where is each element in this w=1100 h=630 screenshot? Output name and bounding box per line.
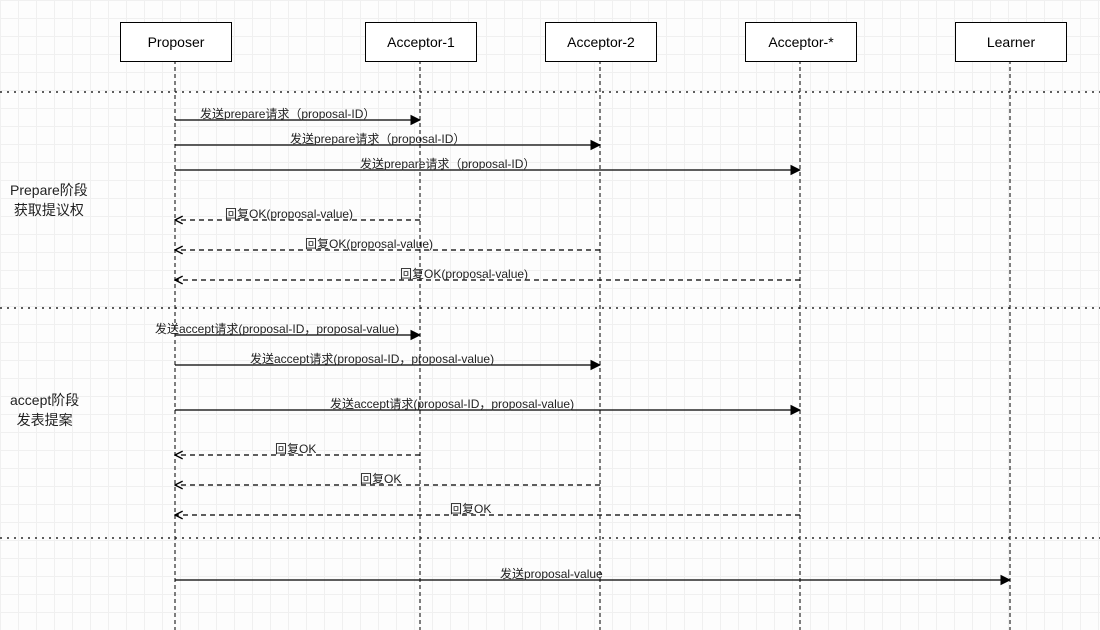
message-label-6: 发送accept请求(proposal-ID，proposal-value) [155, 320, 399, 337]
actor-box-acceptor1: Acceptor-1 [365, 22, 477, 62]
actor-box-acceptorN: Acceptor-* [745, 22, 857, 62]
message-label-0: 发送prepare请求（proposal-ID） [200, 105, 375, 122]
message-label-2: 发送prepare请求（proposal-ID） [360, 155, 535, 172]
message-label-12: 发送proposal-value [500, 565, 603, 582]
actor-box-learner: Learner [955, 22, 1067, 62]
sequence-svg [0, 0, 1100, 630]
phase-label-0: Prepare阶段获取提议权 [10, 180, 88, 220]
message-label-1: 发送prepare请求（proposal-ID） [290, 130, 465, 147]
message-label-9: 回复OK [275, 440, 316, 457]
message-label-8: 发送accept请求(proposal-ID，proposal-value) [330, 395, 574, 412]
message-label-3: 回复OK(proposal-value) [225, 205, 353, 222]
actor-box-acceptor2: Acceptor-2 [545, 22, 657, 62]
message-label-10: 回复OK [360, 470, 401, 487]
message-label-5: 回复OK(proposal-value) [400, 265, 528, 282]
message-label-11: 回复OK [450, 500, 491, 517]
message-label-7: 发送accept请求(proposal-ID，proposal-value) [250, 350, 494, 367]
actor-box-proposer: Proposer [120, 22, 232, 62]
message-label-4: 回复OK(proposal-value) [305, 235, 433, 252]
phase-label-1: accept阶段发表提案 [10, 390, 79, 430]
